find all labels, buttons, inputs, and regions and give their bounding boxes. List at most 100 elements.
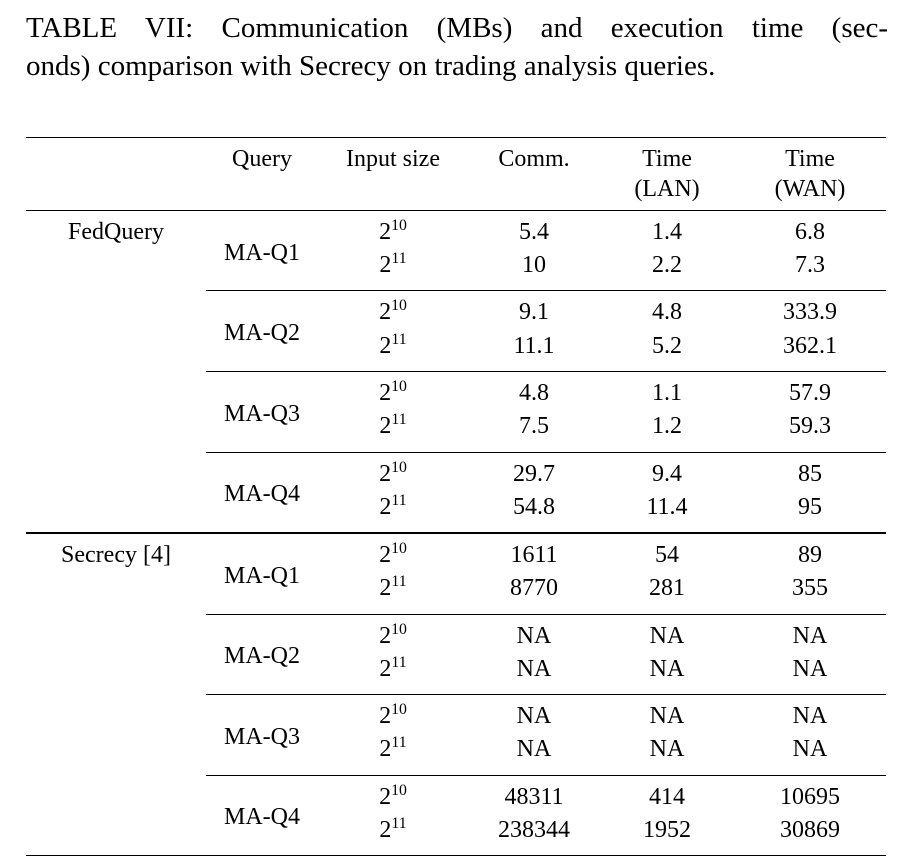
comm-cell: 54.8 [513,493,555,520]
time-lan-cell: NA [649,655,685,682]
input-exponent: 10 [391,540,407,558]
time-wan-cell: NA [792,655,828,682]
comm-cell: NA [468,613,600,653]
query-cell: MA-Q4 [206,774,318,856]
input-size-cell: 210 [318,774,468,814]
table-row: MA-Q3 210 4.8 1.1 57.9 [26,370,886,452]
time-wan-cell: 6.8 [795,218,825,245]
time-wan-cell: 362.1 [783,332,837,359]
comm-cell: 238344 [498,816,570,843]
input-base: 2 [379,460,392,487]
input-exponent: 11 [391,734,407,752]
time-wan-cell: 85 [734,451,886,491]
query-cell: MA-Q1 [206,532,318,615]
comm-cell: 29.7 [468,451,600,491]
query-cell: MA-Q2 [206,613,318,695]
input-base: 2 [379,703,392,730]
header-time-lan-line2: (LAN) [634,175,700,202]
input-exponent: 11 [391,411,407,429]
time-lan-cell: 281 [649,575,685,602]
comm-cell: 10 [522,252,546,279]
time-wan-cell: 7.3 [795,252,825,279]
time-wan-cell: NA [734,694,886,734]
comm-cell: 1611 [468,532,600,573]
input-size-cell: 210 [318,451,468,491]
comm-cell: NA [516,736,552,763]
input-base: 2 [379,252,392,279]
header-query: Query [206,137,318,211]
input-size-cell: 210 [318,694,468,734]
time-lan-cell: 4.8 [600,290,734,330]
input-size-cell: 211 [318,249,468,291]
input-size-cell: 211 [318,410,468,452]
input-exponent: 11 [391,491,407,509]
input-size-cell: 211 [318,814,468,856]
comm-cell: 8770 [510,575,558,602]
input-exponent: 10 [391,620,407,638]
input-base: 2 [379,736,392,763]
input-size-cell: 211 [318,733,468,775]
comm-cell: 4.8 [468,370,600,411]
comm-cell: NA [468,694,600,734]
input-base: 2 [379,622,392,649]
header-time-wan-line2: (WAN) [774,175,846,202]
time-wan-cell: 57.9 [734,370,886,411]
table-row: 211 NA NA NA [26,733,886,775]
query-cell: MA-Q3 [206,370,318,452]
table-row: MA-Q2 210 9.1 4.8 333.9 [26,290,886,372]
input-size-cell: 211 [318,653,468,695]
time-lan-cell: 1.1 [600,370,734,411]
header-system [26,137,206,211]
caption-line1: TABLE VII: Communication (MBs) and execu… [26,12,888,44]
table-row: 211 11.1 5.2 362.1 [26,330,886,372]
input-exponent: 10 [391,216,407,234]
input-base: 2 [379,299,392,326]
time-wan-cell: 355 [792,575,828,602]
header-comm: Comm. [468,137,600,211]
input-base: 2 [379,816,392,843]
table-row: MA-Q2 210 NA NA NA [26,613,886,695]
header-input-size: Input size [318,137,468,211]
table-caption: TABLE VII: Communication (MBs) and execu… [26,10,888,85]
caption-line2: onds) comparison with Secrecy on trading… [26,49,716,82]
time-lan-cell: 11.4 [646,493,688,520]
input-base: 2 [379,379,392,406]
time-lan-cell: NA [649,736,685,763]
time-lan-cell: NA [600,613,734,653]
header-time-wan-line1: Time [785,146,835,173]
input-exponent: 11 [391,573,407,591]
time-lan-cell: 1.2 [652,413,682,440]
header-row: Query Input size Comm. Time (LAN) Time (… [26,137,886,211]
time-wan-cell: NA [734,613,886,653]
query-cell: MA-Q4 [206,451,318,534]
input-exponent: 10 [391,458,407,476]
input-base: 2 [379,542,392,569]
header-time-lan: Time (LAN) [600,137,734,211]
time-wan-cell: 59.3 [789,413,831,440]
time-wan-cell: NA [792,736,828,763]
input-base: 2 [379,493,392,520]
time-lan-cell: 414 [600,774,734,814]
table-row: 211 NA NA NA [26,653,886,695]
input-base: 2 [379,332,392,359]
table-row: 211 8770 281 355 [26,572,886,614]
query-cell: MA-Q2 [206,290,318,372]
input-exponent: 10 [391,781,407,799]
time-lan-cell: 54 [600,532,734,573]
input-size-cell: 210 [318,532,468,573]
comm-cell: 48311 [468,774,600,814]
input-exponent: 11 [391,653,407,671]
input-base: 2 [379,575,392,602]
time-wan-cell: 89 [734,532,886,573]
system-cell-fedquery: FedQuery [68,218,164,245]
input-size-cell: 211 [318,491,468,533]
table-row: 211 54.8 11.4 95 [26,491,886,533]
table-row: FedQuery MA-Q1 210 5.4 1.4 6.8 [26,210,886,265]
comm-cell: NA [516,655,552,682]
results-table: Query Input size Comm. Time (LAN) Time (… [26,137,886,857]
input-size-cell: 210 [318,290,468,330]
header-time-wan: Time (WAN) [734,137,886,211]
input-size-cell: 211 [318,330,468,372]
input-size-cell: 210 [318,613,468,653]
